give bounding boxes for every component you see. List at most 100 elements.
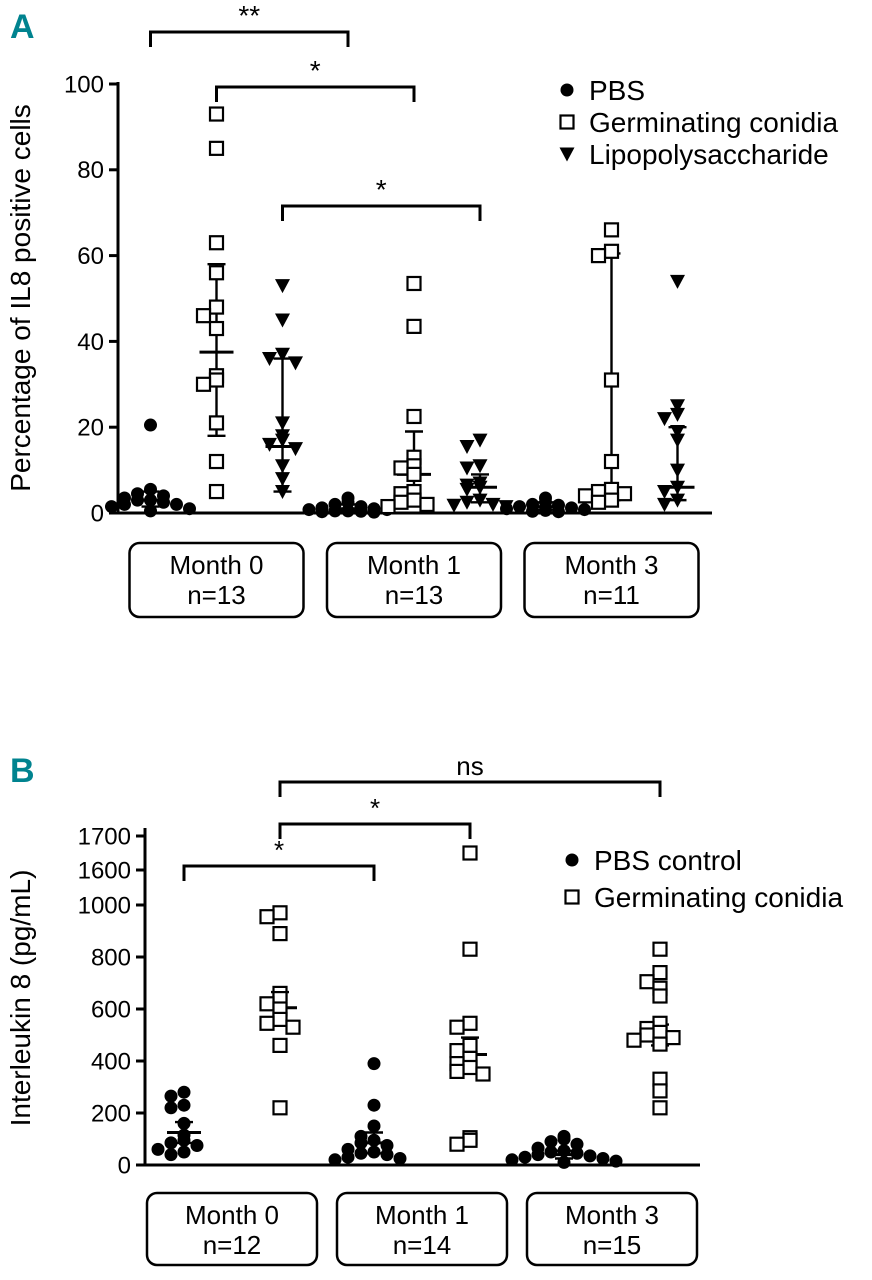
group-label-box: Month 0n=13 — [128, 541, 305, 619]
group-month-label: Month 3 — [565, 550, 659, 580]
group-n-label: n=11 — [583, 580, 640, 610]
legend-item: Germinating conidia — [564, 882, 843, 913]
scatter-column — [626, 941, 681, 1116]
triangle-marker — [459, 440, 475, 455]
triangle-marker — [657, 497, 672, 512]
legend-label: Lipopolysaccharide — [589, 139, 829, 170]
circle-marker — [557, 1155, 571, 1169]
circle-marker — [544, 1135, 558, 1149]
triangle-marker — [275, 313, 290, 328]
square-marker — [393, 494, 409, 510]
group-label-box: Month 3n=11 — [523, 541, 700, 619]
square-marker — [603, 453, 620, 470]
square-marker — [208, 320, 225, 337]
square-marker — [208, 106, 225, 122]
square-marker — [449, 1019, 465, 1035]
y-tick-label: 200 — [91, 1100, 131, 1127]
square-marker — [208, 299, 225, 315]
group-month-label: Month 0 — [185, 1200, 279, 1230]
group-month-label: Month 1 — [375, 1200, 469, 1230]
square-marker — [272, 926, 288, 942]
circle-marker — [518, 1150, 532, 1164]
square-marker — [652, 941, 668, 957]
circle-marker — [560, 83, 574, 97]
legend-item: PBS — [560, 75, 645, 106]
group-label-box: Month 0n=12 — [145, 1191, 319, 1267]
significance-label: * — [310, 55, 321, 86]
circle-marker — [328, 1153, 342, 1167]
group-n-label: n=13 — [187, 580, 246, 610]
triangle-marker — [275, 459, 290, 474]
circle-marker — [570, 1137, 584, 1151]
scatter-column — [195, 106, 225, 500]
circle-marker — [367, 1057, 381, 1071]
circle-marker — [354, 1146, 368, 1160]
circle-marker — [367, 1133, 381, 1147]
circle-marker — [505, 1153, 519, 1167]
triangle-marker — [262, 352, 277, 367]
square-marker — [462, 1132, 478, 1148]
triangle-marker — [446, 498, 462, 513]
circle-marker — [565, 853, 579, 867]
square-marker — [564, 889, 580, 905]
square-marker — [208, 235, 225, 251]
triangle-marker — [657, 412, 672, 427]
square-marker — [406, 408, 422, 425]
significance-bracket: * — [182, 835, 376, 881]
scatter-column — [577, 222, 633, 510]
circle-marker — [341, 504, 355, 518]
circle-marker — [354, 1136, 368, 1150]
y-tick-label: 1600 — [78, 857, 131, 884]
square-marker — [208, 265, 225, 281]
square-marker — [639, 1027, 655, 1043]
triangle-marker — [559, 147, 575, 162]
triangle-marker — [670, 407, 685, 422]
square-marker — [393, 460, 409, 476]
square-marker — [462, 845, 478, 861]
significance-bracket: * — [278, 793, 472, 839]
scatter-column — [302, 491, 394, 519]
square-marker — [652, 965, 668, 981]
triangle-marker — [670, 424, 685, 439]
circle-marker — [578, 503, 591, 517]
circle-marker — [609, 1154, 623, 1168]
square-marker — [272, 1011, 288, 1027]
significance-label: * — [376, 174, 387, 205]
circle-marker — [164, 1089, 178, 1103]
circle-marker — [131, 493, 144, 507]
square-marker — [449, 1063, 465, 1079]
triangle-marker — [670, 399, 685, 414]
y-tick-label: 40 — [77, 329, 104, 356]
significance-bracket: ** — [149, 0, 350, 47]
square-marker — [652, 1083, 668, 1099]
circle-marker — [393, 1152, 407, 1165]
square-marker — [462, 941, 478, 957]
legend-label: Germinating conidia — [594, 882, 843, 913]
error-bar — [199, 262, 234, 437]
circle-marker — [380, 1139, 394, 1152]
legend-item: Lipopolysaccharide — [559, 139, 829, 170]
significance-bracket: * — [281, 174, 482, 221]
legend-item: Germinating conidia — [559, 107, 838, 138]
circle-marker — [164, 1101, 178, 1115]
scatter-column — [446, 433, 514, 515]
legend-label: PBS — [589, 75, 645, 106]
circle-marker — [164, 1148, 178, 1162]
triangle-marker — [262, 437, 277, 452]
triangle-marker — [459, 461, 475, 476]
scatter-column — [380, 275, 435, 515]
square-marker — [603, 372, 620, 388]
circle-marker — [105, 500, 118, 514]
square-marker — [406, 466, 422, 482]
square-marker — [462, 1059, 478, 1076]
scatter-column — [505, 1129, 623, 1169]
square-marker — [285, 1019, 301, 1035]
group-n-label: n=14 — [393, 1230, 452, 1260]
y-tick-label: 0 — [118, 1152, 131, 1179]
group-month-label: Month 0 — [170, 550, 264, 580]
y-tick-label: 400 — [91, 1048, 131, 1075]
panel-b-chart: 0 200 400 600 800 1000 1600 1700 Interleukin 8 (… — [5, 751, 843, 1267]
square-marker — [462, 1015, 478, 1031]
circle-marker — [367, 505, 381, 519]
circle-marker — [565, 501, 578, 515]
